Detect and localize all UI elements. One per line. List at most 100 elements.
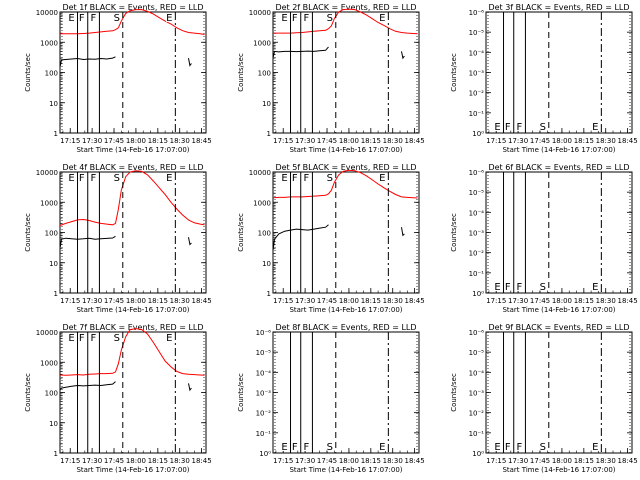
x-tick-label: 18:30 — [383, 297, 403, 305]
x-tick-label: 18:45 — [405, 297, 425, 305]
panel-det3: Det 3f BLACK = Events, RED = LLD 10⁰ 10⁻¹ 1… — [450, 3, 638, 154]
event-marker-label: F — [91, 13, 97, 24]
x-tick-label: 18:45 — [618, 297, 638, 305]
x-axis-label: Start Time (14-Feb-16 17:07:00) — [76, 466, 189, 474]
panel-title: Det 4f BLACK = Events, RED = LLD — [62, 163, 203, 172]
y-tick-label: 10⁻⁶ — [469, 329, 485, 337]
y-tick-label: 10000 — [249, 169, 271, 177]
x-tick-label: 18:30 — [383, 137, 403, 145]
y-axis-label: Counts/sec — [24, 373, 32, 412]
x-tick-label: 18:30 — [170, 457, 190, 465]
x-tick-label: 18:30 — [170, 137, 190, 145]
event-marker-label: S — [114, 13, 120, 24]
event-marker-label: S — [327, 173, 333, 184]
panel-title: Det 9f BLACK = Events, RED = LLD — [488, 323, 629, 332]
x-tick-label: 17:15 — [486, 137, 506, 145]
y-tick-label: 10⁻¹ — [469, 110, 485, 118]
y-tick-label: 10⁻⁶ — [469, 9, 485, 17]
plot-frame — [59, 11, 207, 134]
x-tick-label: 17:15 — [60, 137, 80, 145]
y-tick-label: 10⁻¹ — [469, 270, 485, 278]
x-tick-label: 17:30 — [295, 297, 315, 305]
event-marker-label: E — [68, 13, 74, 24]
panel-det1: Det 1f BLACK = Events, RED = LLD 1 10 100 10… — [24, 3, 212, 154]
series-events-tail — [188, 383, 192, 392]
event-marker-label: F — [517, 282, 523, 293]
y-tick-label: 10⁻² — [469, 90, 485, 98]
event-marker-label: F — [91, 333, 97, 344]
x-tick-label: 18:30 — [596, 457, 616, 465]
y-tick-label: 10⁻⁵ — [256, 349, 272, 357]
event-marker-label: E — [281, 13, 287, 24]
series-events-tail — [188, 237, 192, 246]
event-marker-label: F — [517, 442, 523, 453]
y-tick-label: 10 — [262, 100, 271, 108]
panel-title: Det 5f BLACK = Events, RED = LLD — [275, 163, 416, 172]
x-tick-label: 17:30 — [295, 457, 315, 465]
event-marker-label: S — [540, 282, 546, 293]
x-tick-label: 18:15 — [361, 297, 381, 305]
y-tick-label: 1000 — [40, 39, 58, 47]
panel-title: Det 8f BLACK = Events, RED = LLD — [275, 323, 416, 332]
x-tick-label: 17:15 — [486, 297, 506, 305]
y-tick-label: 10⁻⁴ — [469, 369, 485, 377]
series-events — [59, 235, 116, 249]
y-tick-label: 10⁻⁵ — [469, 349, 485, 357]
event-marker-label: S — [327, 442, 333, 453]
event-marker-label: E — [494, 282, 500, 293]
event-marker-label: F — [505, 282, 511, 293]
plot-frame — [59, 171, 207, 294]
event-marker-label: E — [494, 122, 500, 133]
event-marker-label: E — [166, 13, 172, 24]
x-tick-label: 18:45 — [618, 457, 638, 465]
x-tick-label: 18:00 — [126, 297, 146, 305]
x-tick-label: 17:15 — [60, 297, 80, 305]
event-marker-label: E — [68, 333, 74, 344]
y-tick-label: 10000 — [36, 169, 58, 177]
x-tick-label: 17:45 — [530, 137, 550, 145]
event-marker-label: E — [592, 442, 598, 453]
event-marker-label: F — [292, 13, 298, 24]
y-tick-label: 10⁻³ — [256, 390, 272, 398]
series-events — [272, 224, 329, 251]
y-axis-label: Counts/sec — [450, 53, 458, 92]
y-tick-label: 10⁰ — [259, 450, 271, 458]
event-marker-label: E — [281, 442, 287, 453]
x-tick-label: 18:45 — [192, 457, 212, 465]
x-axis-label: Start Time (14-Feb-16 17:07:00) — [502, 146, 615, 154]
y-tick-label: 10⁻¹ — [256, 430, 272, 438]
y-tick-label: 10 — [49, 100, 58, 108]
x-tick-label: 17:45 — [317, 457, 337, 465]
plot-frame — [59, 331, 207, 454]
x-tick-label: 17:15 — [273, 137, 293, 145]
series-events — [59, 381, 116, 391]
x-tick-label: 18:45 — [192, 297, 212, 305]
x-axis-label: Start Time (14-Feb-16 17:07:00) — [502, 306, 615, 314]
series-lld — [272, 169, 418, 199]
y-axis-label: Counts/sec — [237, 53, 245, 92]
plot-frame — [485, 331, 633, 454]
y-tick-label: 10⁰ — [472, 290, 484, 298]
event-marker-label: F — [304, 13, 310, 24]
y-tick-label: 100 — [45, 70, 58, 78]
event-marker-label: F — [292, 442, 298, 453]
y-axis-label: Counts/sec — [237, 213, 245, 252]
panel-det2: Det 2f BLACK = Events, RED = LLD 1 10 100 10… — [237, 3, 425, 154]
y-tick-label: 10⁻² — [469, 250, 485, 258]
x-tick-label: 17:15 — [486, 457, 506, 465]
panel-det4: Det 4f BLACK = Events, RED = LLD 1 10 100 10… — [24, 163, 212, 314]
plot-frame — [272, 331, 420, 454]
y-tick-label: 10⁻⁶ — [256, 329, 272, 337]
x-tick-label: 18:00 — [126, 137, 146, 145]
event-marker-label: S — [540, 442, 546, 453]
event-marker-label: F — [304, 173, 310, 184]
x-tick-label: 17:30 — [508, 297, 528, 305]
x-tick-label: 18:00 — [339, 457, 359, 465]
x-tick-label: 18:00 — [339, 137, 359, 145]
x-tick-label: 17:30 — [82, 297, 102, 305]
event-marker-label: F — [505, 122, 511, 133]
x-tick-label: 18:30 — [596, 137, 616, 145]
y-tick-label: 1 — [54, 130, 58, 138]
event-marker-label: F — [505, 442, 511, 453]
x-tick-label: 17:30 — [295, 137, 315, 145]
